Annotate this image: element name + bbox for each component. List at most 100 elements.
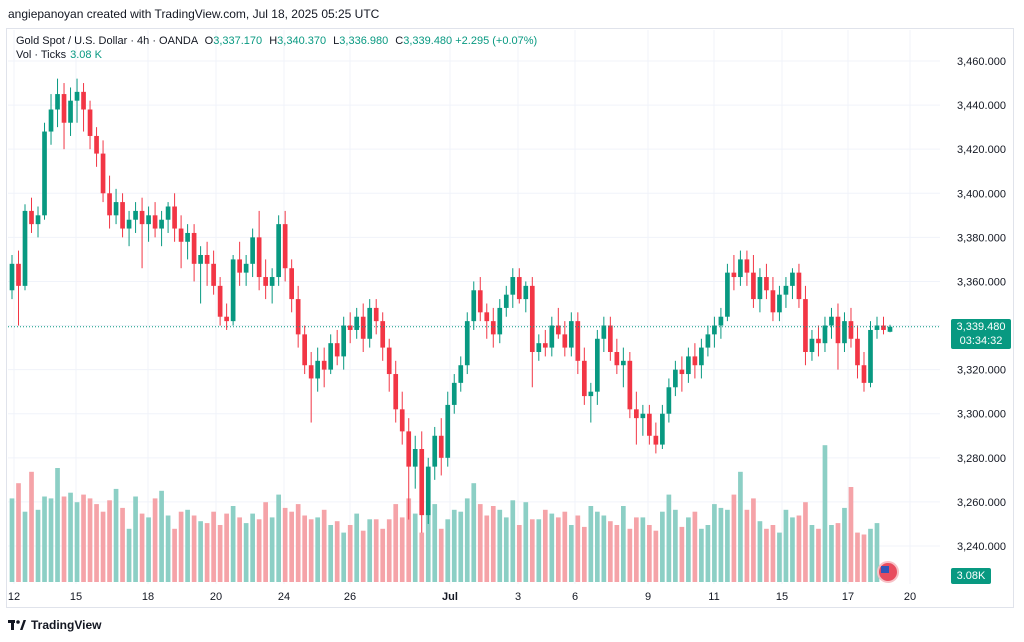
- volume-bar: [660, 511, 665, 582]
- y-tick-label: 3,360.000: [957, 276, 1006, 288]
- volume-bar: [419, 532, 425, 582]
- x-tick-label: 18: [142, 591, 154, 603]
- y-tick-label: 3,300.000: [957, 409, 1006, 421]
- volume-bar: [282, 507, 288, 582]
- volume-bar: [809, 525, 815, 582]
- volume-bar: [647, 525, 652, 582]
- candle-body: [868, 329, 873, 383]
- volume-bar: [315, 517, 321, 582]
- candle-body: [9, 263, 15, 291]
- candle-body: [243, 263, 249, 273]
- candle-body: [458, 365, 464, 383]
- volume-bar: [451, 509, 457, 582]
- volume-bar: [725, 509, 730, 582]
- candle-body: [764, 277, 769, 291]
- volume-bar: [113, 488, 119, 582]
- volume-bar: [295, 504, 301, 582]
- candle-body: [412, 449, 418, 467]
- candle-body: [204, 255, 210, 264]
- volume-bar: [87, 498, 93, 582]
- candle-body: [529, 285, 535, 352]
- candle-body: [432, 435, 438, 467]
- volume-bar: [120, 507, 125, 582]
- volume-bar: [783, 509, 789, 582]
- candle-body: [334, 343, 340, 357]
- candle-body: [503, 294, 509, 308]
- candle-body: [731, 272, 737, 278]
- candle-body: [477, 290, 483, 313]
- tradingview-logo[interactable]: TradingView: [8, 618, 101, 632]
- volume-bar: [692, 511, 698, 582]
- volume-bar: [477, 504, 483, 582]
- bar-countdown: 03:34:32: [959, 335, 1003, 347]
- candle-body: [542, 343, 548, 348]
- volume-bar: [588, 506, 594, 582]
- candle-body: [250, 237, 255, 264]
- candle-body: [315, 360, 321, 379]
- volume-bar: [68, 492, 73, 582]
- candle-body: [185, 232, 190, 242]
- volume-bar: [542, 509, 548, 582]
- candle-body: [699, 347, 704, 366]
- us-flag-icon[interactable]: [877, 561, 899, 583]
- candle-body: [640, 413, 646, 419]
- candle-body: [152, 215, 158, 229]
- ohlc-legend: Gold Spot / U.S. Dollar · 4h · OANDA O3,…: [16, 34, 537, 49]
- candle-body: [653, 435, 659, 445]
- volume-bar: [653, 530, 659, 582]
- volume-bar: [321, 509, 327, 582]
- candle-body: [809, 338, 815, 352]
- candle-body: [224, 316, 229, 322]
- candle-body: [445, 404, 451, 458]
- volume-bar: [412, 513, 418, 582]
- volume-bar: [757, 521, 763, 582]
- candle-body: [679, 369, 685, 375]
- candle-body: [230, 259, 236, 322]
- candle-body: [380, 321, 386, 348]
- candle-body: [393, 374, 399, 410]
- low-label: L: [333, 35, 340, 47]
- high-label: H: [269, 35, 278, 47]
- volume-bar: [9, 498, 15, 582]
- candle-body: [100, 153, 106, 194]
- candle-body: [588, 391, 594, 397]
- candle-body: [61, 94, 67, 123]
- x-tick-label: 24: [278, 591, 290, 603]
- candle-body: [113, 202, 119, 216]
- volume-bar: [777, 532, 782, 582]
- volume-label: Vol · Ticks: [16, 49, 67, 61]
- candle-body: [360, 316, 366, 339]
- volume-bar: [581, 526, 587, 582]
- volume-bar: [464, 498, 470, 582]
- x-tick-label: 6: [572, 591, 578, 603]
- volume-bar: [731, 494, 737, 582]
- candle-body: [751, 272, 756, 300]
- volume-bar: [354, 513, 360, 582]
- volume-bar: [35, 509, 41, 582]
- candle-body: [848, 321, 854, 339]
- volume-bar: [230, 506, 236, 582]
- candle-body: [510, 277, 516, 295]
- volume-bar: [607, 521, 613, 582]
- chart-pane[interactable]: [6, 28, 1014, 608]
- volume-bar: [211, 511, 216, 582]
- candle-body: [634, 409, 639, 419]
- volume-bar: [490, 506, 496, 582]
- candle-body: [263, 277, 268, 286]
- x-tick-label: 26: [344, 591, 356, 603]
- volume-bar: [146, 517, 151, 582]
- y-tick-label: 3,460.000: [957, 56, 1006, 68]
- volume-bar: [516, 525, 522, 582]
- x-tick-label: 15: [70, 591, 82, 603]
- volume-bar: [627, 528, 633, 582]
- candle-body: [536, 343, 542, 352]
- volume-bar: [555, 517, 561, 582]
- candle-body: [562, 334, 568, 348]
- volume-bar: [185, 509, 190, 582]
- open-value: 3,337.170: [213, 35, 263, 47]
- y-tick-label: 3,380.000: [957, 232, 1006, 244]
- volume-bar: [243, 523, 249, 582]
- candle-body: [575, 321, 581, 361]
- candle-body: [757, 277, 763, 300]
